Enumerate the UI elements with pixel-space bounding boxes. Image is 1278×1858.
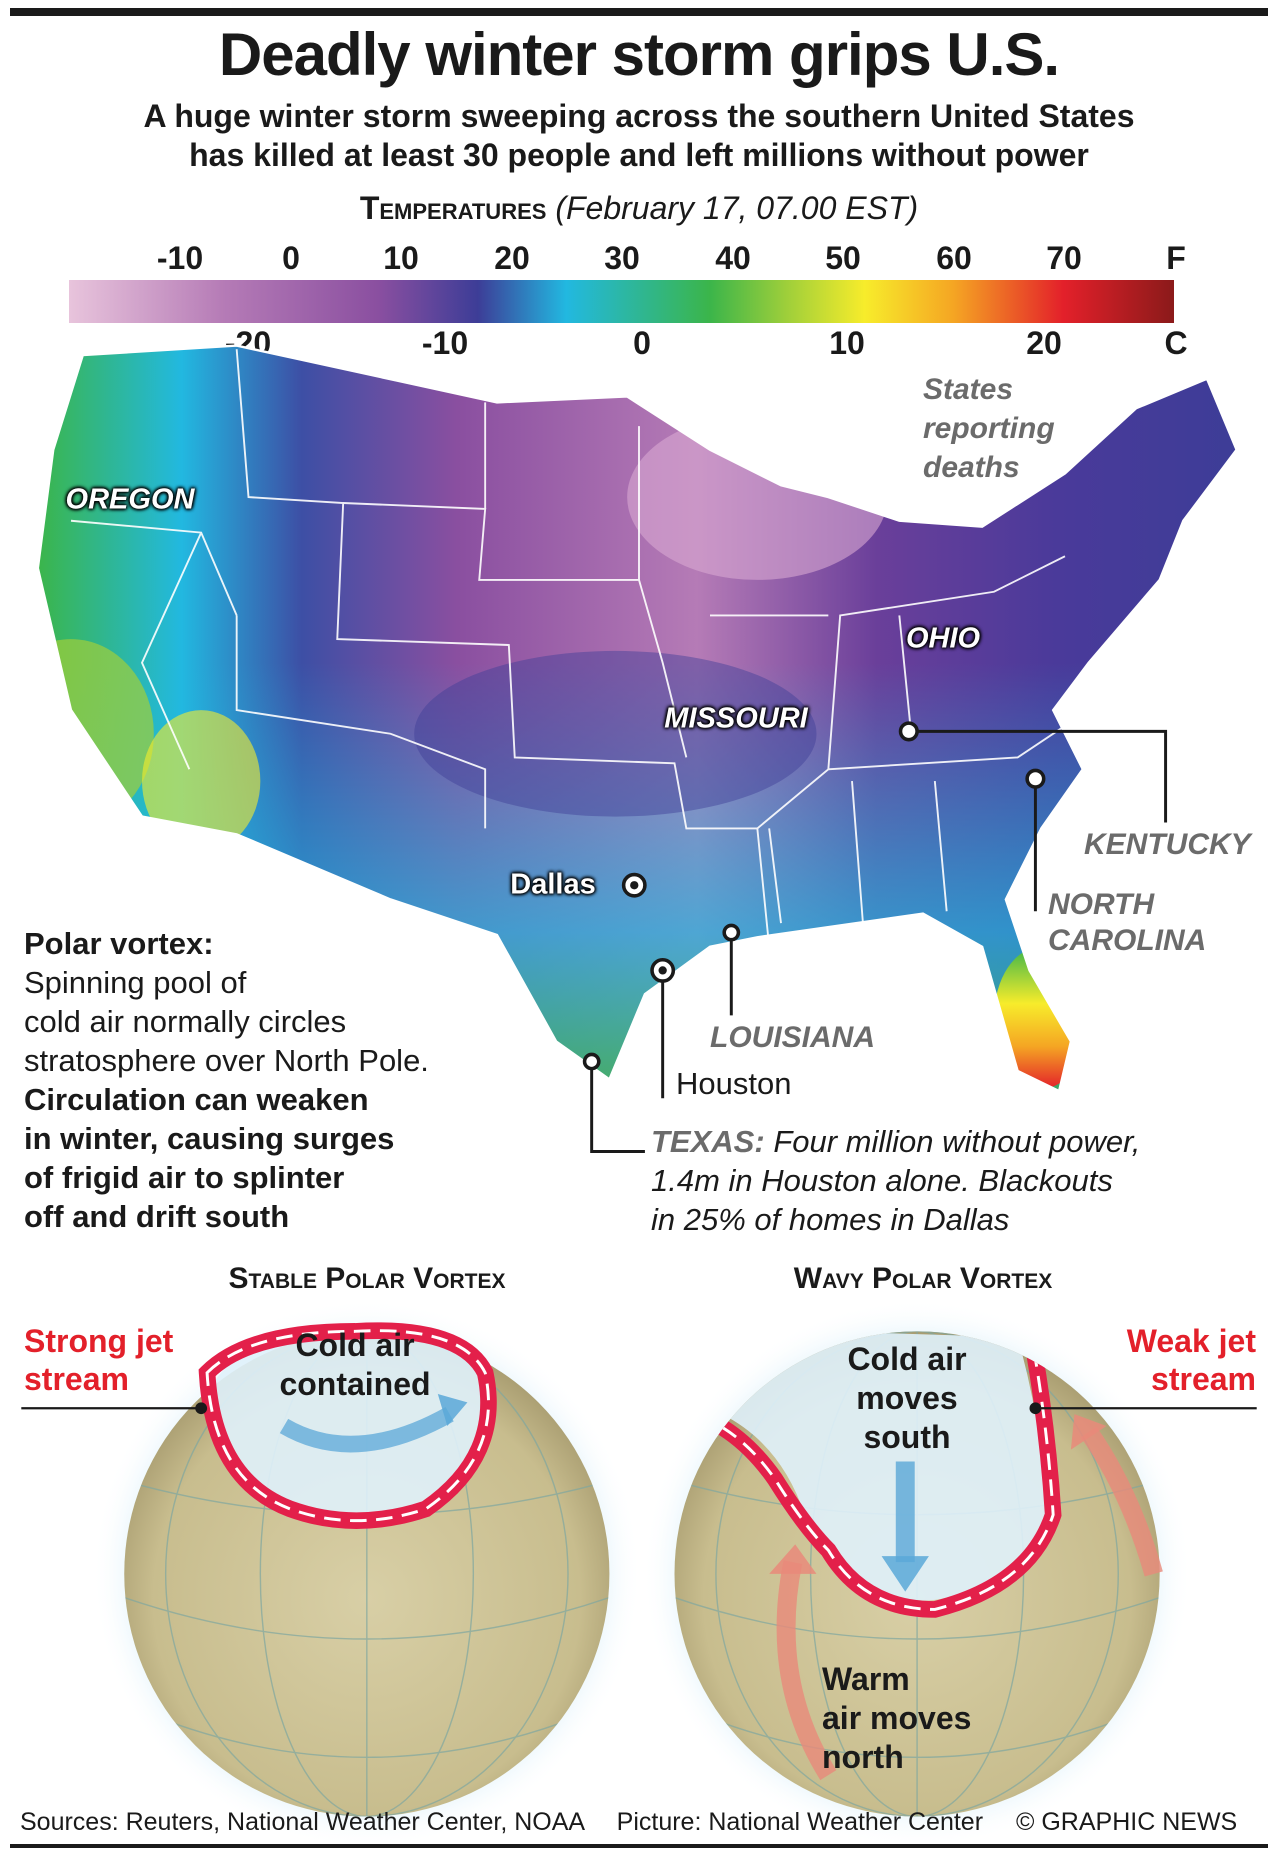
label-line: south bbox=[863, 1419, 951, 1455]
stable-vortex-title: Stable Polar Vortex bbox=[228, 1262, 506, 1295]
f-tick: 70 bbox=[1046, 240, 1082, 276]
legend-note-line: States bbox=[923, 373, 1014, 406]
c-unit: C bbox=[1164, 325, 1188, 361]
texas-note: TEXAS: Four million without power, 1.4m … bbox=[651, 1122, 1140, 1239]
explainer-bold-line: in winter, causing surges bbox=[24, 1121, 395, 1156]
label-line: Strong jet bbox=[24, 1323, 174, 1359]
legend-note-line: deaths bbox=[923, 451, 1020, 484]
f-tick: 30 bbox=[604, 240, 640, 276]
callout-north-carolina: NORTH CAROLINA bbox=[1048, 887, 1206, 959]
f-tick: -10 bbox=[156, 240, 204, 276]
cold-air-moves-south-label: Cold air moves south bbox=[847, 1340, 966, 1457]
temperatures-date: (February 17, 07.00 EST) bbox=[555, 190, 919, 226]
weak-jet-stream-label: Weak jet stream bbox=[1127, 1322, 1256, 1398]
bottom-rule bbox=[10, 1844, 1268, 1848]
callout-line: NORTH bbox=[1048, 888, 1155, 921]
label-line: north bbox=[822, 1739, 904, 1775]
f-tick: 10 bbox=[383, 240, 419, 276]
wavy-vortex-globe bbox=[642, 1299, 1257, 1849]
f-tick: 20 bbox=[494, 240, 530, 276]
callout-line: CAROLINA bbox=[1048, 924, 1207, 957]
f-unit: F bbox=[1166, 240, 1186, 276]
label-line: stream bbox=[24, 1361, 129, 1397]
texas-note-line: 1.4m in Houston alone. Blackouts bbox=[651, 1163, 1113, 1198]
f-tick: 60 bbox=[936, 240, 972, 276]
callout-kentucky: KENTUCKY bbox=[1084, 828, 1251, 861]
f-tick: 0 bbox=[282, 240, 300, 276]
label-line: moves bbox=[856, 1380, 958, 1416]
explainer-bold-line: of frigid air to splinter bbox=[24, 1160, 345, 1195]
polar-vortex-explainer: Polar vortex: Spinning pool of cold air … bbox=[24, 924, 429, 1236]
c-tick: 10 bbox=[829, 325, 865, 361]
callout-louisiana: LOUISIANA bbox=[710, 1021, 875, 1054]
top-rule bbox=[10, 8, 1268, 16]
legend-note-line: reporting bbox=[923, 412, 1055, 445]
temperatures-label: Temperatures bbox=[359, 190, 547, 226]
picture-credit: Picture: National Weather Center bbox=[616, 1808, 984, 1836]
f-tick: 40 bbox=[715, 240, 751, 276]
f-tick: 50 bbox=[825, 240, 861, 276]
label-line: Warm bbox=[822, 1661, 910, 1697]
death-markers bbox=[582, 721, 1046, 1071]
c-tick: 0 bbox=[633, 325, 651, 361]
temperature-color-scale bbox=[69, 280, 1174, 323]
label-line: contained bbox=[279, 1366, 431, 1402]
c-tick: 20 bbox=[1026, 325, 1062, 361]
warm-air-moves-north-label: Warm air moves north bbox=[822, 1660, 971, 1777]
strong-jet-stream-label: Strong jet stream bbox=[24, 1322, 173, 1398]
explainer-line: cold air normally circles bbox=[24, 1004, 347, 1039]
state-label-ohio: OHIO bbox=[905, 622, 981, 655]
explainer-bold-line: off and drift south bbox=[24, 1199, 290, 1234]
city-markers bbox=[621, 872, 676, 983]
label-line: stream bbox=[1151, 1361, 1256, 1397]
c-tick: -10 bbox=[421, 325, 469, 361]
subtitle-line-1: A huge winter storm sweeping across the … bbox=[143, 98, 1135, 134]
state-label-missouri: MISSOURI bbox=[664, 702, 808, 735]
legend-note-states-reporting-deaths: States reporting deaths bbox=[923, 370, 1055, 487]
label-line: air moves bbox=[822, 1700, 972, 1736]
wavy-vortex-title: Wavy Polar Vortex bbox=[793, 1262, 1053, 1295]
city-label-houston: Houston bbox=[676, 1066, 792, 1101]
texas-label: TEXAS: bbox=[651, 1124, 765, 1159]
explainer-bold-line: Circulation can weaken bbox=[24, 1082, 369, 1117]
callout-lines bbox=[590, 729, 1168, 1153]
label-line: Cold air bbox=[847, 1341, 967, 1377]
label-line: Weak jet bbox=[1126, 1323, 1256, 1359]
state-label-oregon: OREGON bbox=[65, 483, 195, 516]
texas-note-line: in 25% of homes in Dallas bbox=[651, 1202, 1010, 1237]
cold-air-contained-label: Cold air contained bbox=[279, 1326, 430, 1404]
polar-vortex-heading: Polar vortex: bbox=[24, 926, 214, 961]
footer: Sources: Reuters, National Weather Cente… bbox=[20, 1808, 1237, 1837]
label-line: Cold air bbox=[295, 1327, 415, 1363]
texas-note-line: Four million without power, bbox=[773, 1124, 1141, 1159]
stable-vortex-globe bbox=[21, 1299, 642, 1849]
explainer-line: stratosphere over North Pole. bbox=[24, 1043, 429, 1078]
page-title: Deadly winter storm grips U.S. bbox=[218, 21, 1060, 88]
temperatures-heading: Temperatures (February 17, 07.00 EST) bbox=[0, 190, 1278, 227]
graphic-news-credit: © GRAPHIC NEWS bbox=[1016, 1808, 1238, 1836]
explainer-line: Spinning pool of bbox=[24, 965, 247, 1000]
subtitle-line-2: has killed at least 30 people and left m… bbox=[189, 137, 1089, 173]
city-label-dallas: Dallas bbox=[510, 868, 596, 901]
state-borders bbox=[70, 349, 1090, 947]
sources-text: Sources: Reuters, National Weather Cente… bbox=[20, 1808, 584, 1836]
